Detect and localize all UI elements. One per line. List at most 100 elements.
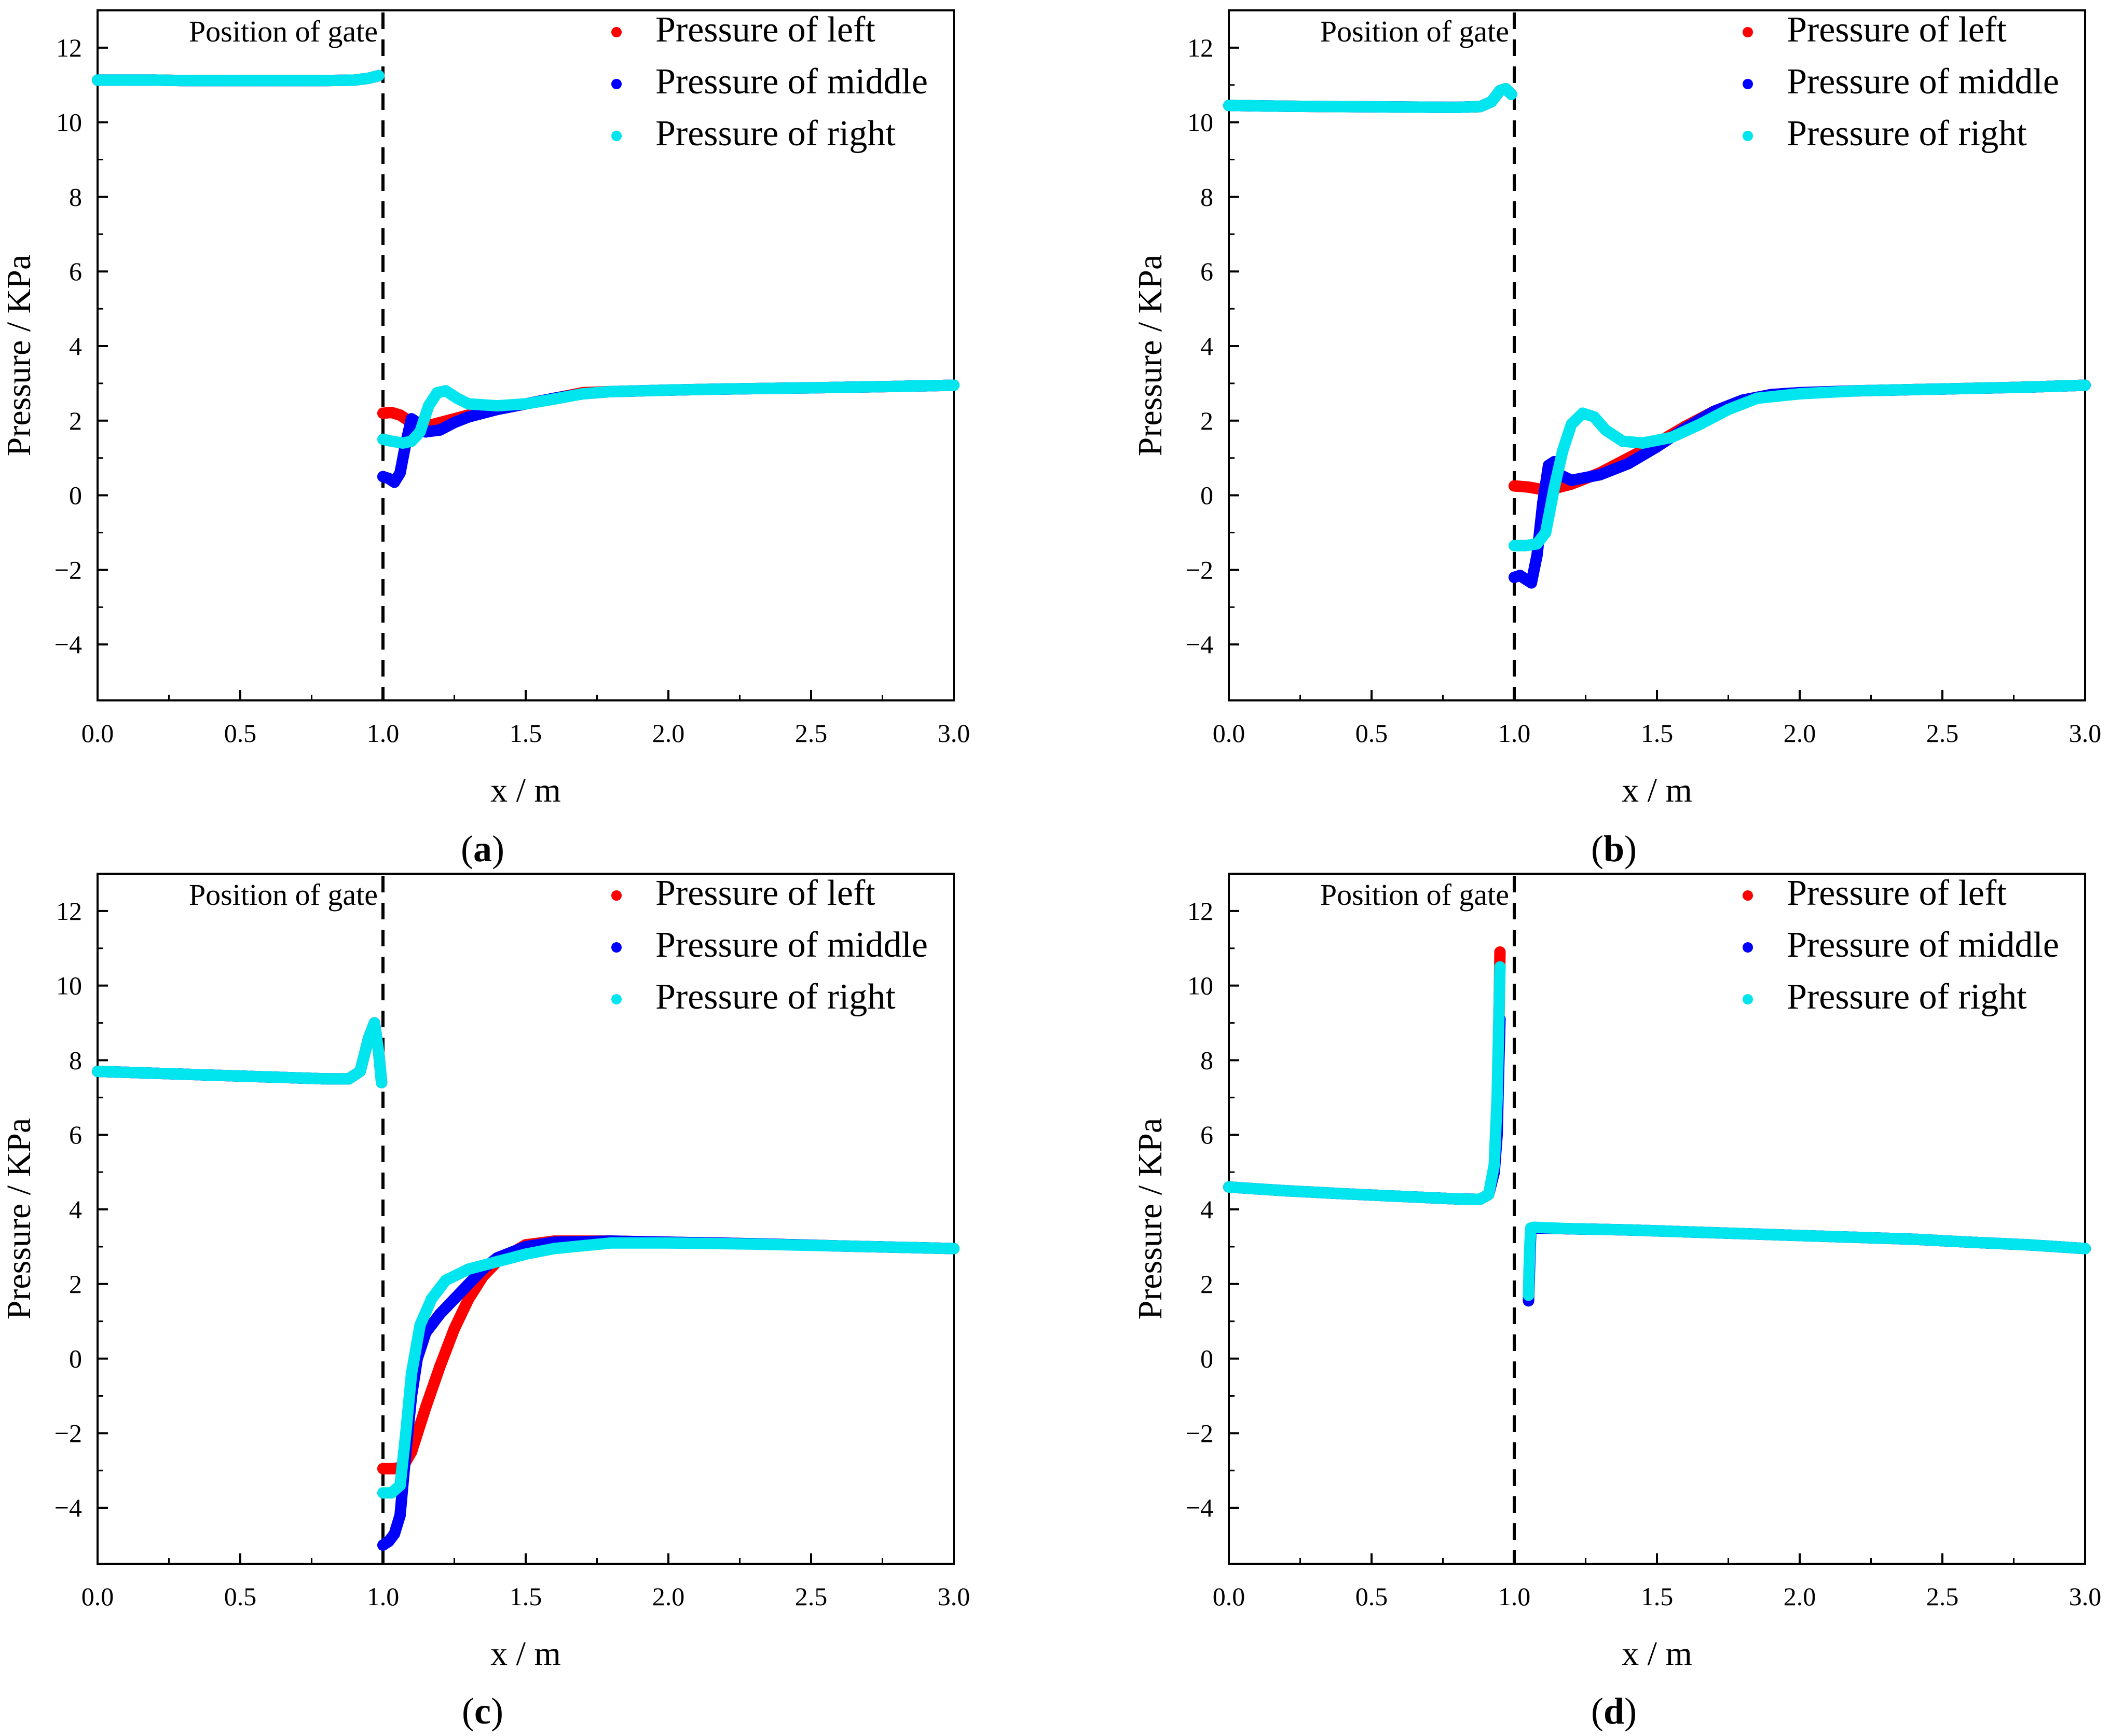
data-point-right [463,398,474,410]
data-point-middle [434,1308,446,1320]
x-tick-label: 0.5 [224,719,257,748]
data-point-middle [463,411,474,423]
legend-marker-middle [611,79,622,89]
data-point-right [368,1017,380,1029]
data-point-middle [1594,469,1606,481]
data-point-right [1557,445,1569,457]
data-point-middle [394,467,406,479]
legend-label-left: Pressure of left [655,10,875,50]
data-point-right [1280,100,1292,112]
data-point-right [948,1243,960,1255]
y-tick-label: 6 [1200,1120,1213,1149]
data-point-right [606,1237,617,1249]
y-tick-label: 4 [69,1195,82,1224]
x-tick-label: 3.0 [938,719,970,748]
y-tick-label: 10 [56,971,82,1000]
data-point-right [386,1487,398,1499]
data-point-right [423,400,434,412]
data-point-right [1680,1226,1691,1238]
data-point-right [400,1427,412,1439]
panel-label: (a) [461,828,504,870]
series-right [92,1017,960,1499]
data-point-right [549,393,560,405]
y-tick-label: 10 [56,108,82,137]
data-point-right [1531,538,1543,550]
data-point-middle [463,1278,474,1290]
x-tick-label: 1.5 [1641,719,1674,748]
y-tick-label: 4 [1200,1195,1213,1224]
data-point-right [373,1047,385,1059]
y-tick-label: 12 [1187,33,1213,62]
data-point-right [206,1069,217,1081]
data-point-right [376,1077,388,1089]
data-point-left [377,407,389,419]
data-point-right [1491,1092,1503,1104]
y-tick-label: 2 [69,406,82,435]
data-point-left [1494,946,1506,958]
data-point-right [92,74,103,86]
data-point-right [263,1071,275,1083]
panel-label: (d) [1591,1690,1637,1732]
data-point-right [1280,1185,1292,1197]
y-tick-label: 10 [1187,971,1213,1000]
data-point-right [1737,1228,1748,1239]
y-axis-title: Pressure / KPa [0,255,38,457]
data-point-right [663,1237,674,1249]
data-point-right [1937,383,1948,395]
gate-label: Position of gate [189,15,378,48]
legend-marker-right [611,131,622,141]
data-point-right [1394,1190,1406,1202]
data-point-middle [389,1528,400,1540]
data-point-right [1394,101,1406,113]
legend-marker-right [1743,994,1753,1004]
data-point-right [1486,96,1497,108]
legend-label-middle: Pressure of middle [655,62,928,102]
y-tick-label: 4 [1200,332,1213,361]
data-point-middle [394,1509,406,1521]
legend-marker-left [1743,890,1753,901]
series-line-left [1223,946,1506,1205]
data-point-right [1637,437,1649,449]
legend-label-right: Pressure of right [655,114,896,154]
series-line-right [92,1017,388,1089]
data-point-right [834,1240,845,1252]
x-tick-label: 1.0 [367,1582,400,1611]
data-point-right [577,388,588,400]
data-point-right [549,1243,560,1255]
data-point-right [520,398,531,410]
data-point-right [235,75,246,87]
data-point-right [2079,379,2091,391]
gate-label: Position of gate [1320,878,1509,912]
data-point-left [420,1401,432,1413]
data-point-right [1451,101,1463,113]
y-tick-label: −2 [54,1418,82,1448]
series-middle [1223,82,2091,589]
data-point-right [1494,961,1506,973]
data-point-right [414,426,426,438]
y-tick-label: 0 [1200,481,1213,510]
data-point-right [263,75,275,87]
data-point-right [1483,1189,1495,1201]
data-point-left [1509,480,1520,492]
data-point-right [1523,1263,1535,1275]
data-point-right [1851,385,1862,397]
data-point-right [1488,1159,1500,1170]
data-point-right [1577,407,1588,419]
legend-label-middle: Pressure of middle [655,925,928,965]
data-point-right [1528,1221,1540,1233]
data-point-right [1509,540,1520,552]
x-tick-label: 1.5 [510,1582,542,1611]
y-tick-label: −4 [1186,1493,1213,1522]
data-point-right [440,1274,451,1286]
data-point-right [1908,1233,1920,1245]
series-right [1223,961,2091,1301]
data-point-right [149,74,160,86]
data-point-right [1474,101,1486,113]
y-tick-label: 8 [69,182,82,211]
data-point-right [1665,432,1677,444]
y-tick-label: −4 [54,630,82,659]
data-point-middle [1623,458,1634,470]
y-tick-label: 8 [1200,1045,1213,1074]
y-tick-label: 0 [1200,1344,1213,1373]
